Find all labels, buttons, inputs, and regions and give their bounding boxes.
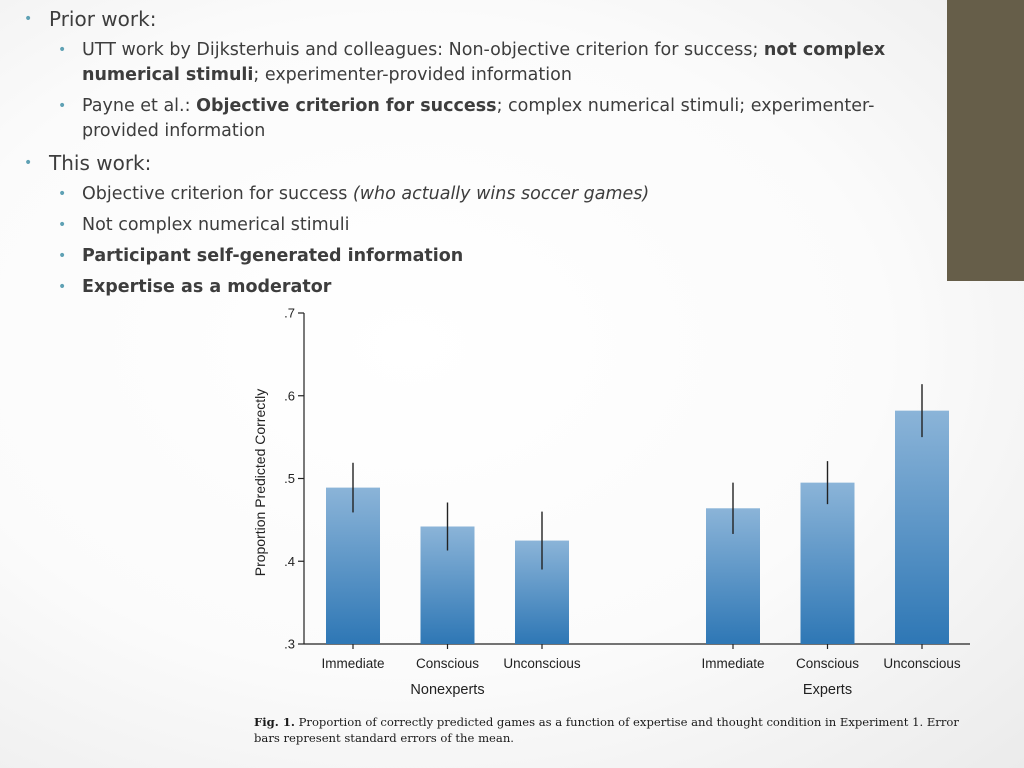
bullet-item-5: • Not complex numerical stimuli (24, 213, 924, 238)
text-run: Not complex numerical stimuli (82, 215, 350, 235)
text-run: ; experimenter-provided information (253, 65, 572, 85)
bullet-text: Prior work: (49, 7, 156, 31)
bullet-item-4: • Objective criterion for success (who ac… (24, 182, 924, 207)
bullet-dot: • (24, 155, 33, 171)
x-tick-label: Unconscious (503, 656, 581, 671)
bullet-text: Not complex numerical stimuli (82, 215, 349, 235)
bullet-dot: • (58, 217, 67, 233)
group-label-experts: Experts (803, 682, 852, 698)
bullet-dot: • (58, 98, 67, 114)
bar-experts-unconscious (895, 410, 949, 644)
text-run: Participant self-generated information (82, 246, 464, 266)
bullet-dot: • (58, 186, 67, 202)
x-tick-label: Unconscious (883, 656, 961, 671)
bullet-dot: • (58, 279, 67, 295)
y-axis-label: Proportion Predicted Correctly (252, 389, 268, 577)
bar-experts-conscious (800, 482, 855, 644)
text-run: Payne et al.: (82, 96, 197, 116)
accent-bar (947, 0, 1024, 281)
bullet-text: Participant self-generated information (82, 246, 463, 266)
y-tick-label: .3 (284, 637, 295, 652)
y-tick-label: .4 (284, 554, 295, 569)
bullet-item-6: • Participant self-generated information (24, 244, 924, 269)
bullet-list: • Prior work: • UTT work by Dijksterhuis an… (24, 6, 924, 306)
bullet-text: Expertise as a moderator (82, 277, 331, 297)
x-tick-label: Conscious (416, 656, 479, 671)
bullet-dot: • (58, 248, 67, 264)
y-tick-label: .5 (284, 471, 295, 486)
text-run: Objective criterion for success (196, 96, 497, 116)
bullet-dot: • (24, 11, 33, 27)
bullet-item-1: • UTT work by Dijksterhuis and colleagues… (24, 38, 924, 88)
y-tick-label: .6 (284, 388, 295, 403)
text-run: not complex numerical stimuli (82, 40, 886, 85)
bullet-text: Objective criterion for success (who act… (82, 184, 649, 204)
bullet-dot: • (58, 42, 67, 58)
text-run: Objective criterion for success (82, 184, 353, 204)
bullet-text: UTT work by Dijksterhuis and colleagues:… (82, 40, 885, 85)
bullet-item-2: • Payne et al.: Objective criterion for s… (24, 94, 924, 144)
bullet-item-7: • Expertise as a moderator (24, 275, 924, 300)
y-tick-label: .7 (284, 306, 295, 321)
text-run: UTT work by Dijksterhuis and colleagues:… (82, 40, 764, 60)
text-run: ; complex numerical stimuli; experimente… (82, 96, 875, 141)
x-tick-label: Conscious (796, 656, 859, 671)
group-label-nonexperts: Nonexperts (410, 682, 484, 698)
figure-caption: Fig. 1. Proportion of correctly predicte… (254, 714, 972, 746)
text-run: (who actually wins soccer games) (352, 184, 650, 204)
x-tick-label: Immediate (321, 656, 384, 671)
bar-nonexperts-immediate (326, 487, 380, 644)
x-tick-label: Immediate (701, 656, 764, 671)
bullet-heading-3: • This work: (24, 150, 924, 176)
text-run: This work: (49, 151, 152, 175)
text-run: Prior work: (49, 7, 157, 31)
bullet-text: Payne et al.: Objective criterion for su… (82, 96, 874, 141)
bullet-text: This work: (49, 151, 151, 175)
caption-label: Fig. 1. (254, 715, 295, 729)
text-run: Expertise as a moderator (82, 277, 332, 297)
bullet-heading-0: • Prior work: (24, 6, 924, 32)
caption-text: Proportion of correctly predicted games … (254, 715, 959, 745)
